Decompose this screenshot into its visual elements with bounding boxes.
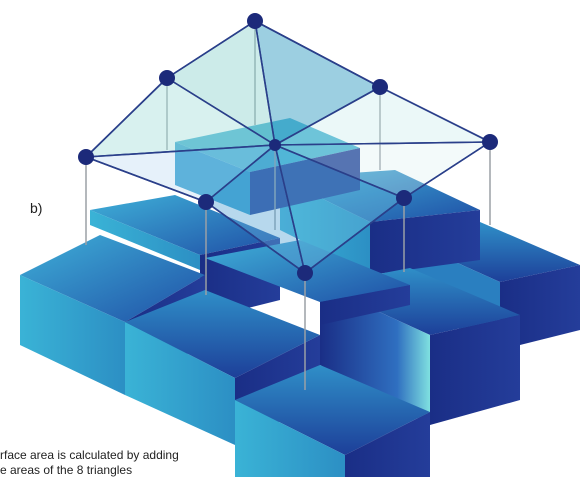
vertex-stems [85, 21, 491, 390]
vertex-node [198, 194, 214, 210]
vertex-node [482, 134, 498, 150]
vertex-node [78, 149, 94, 165]
vertex-node [269, 139, 281, 151]
caption-line-2: e areas of the 8 triangles [0, 463, 133, 477]
vertex-node [396, 190, 412, 206]
vertex-node [247, 13, 263, 29]
caption-line-1: rface area is calculated by adding [0, 448, 179, 462]
vertex-node [297, 265, 313, 281]
vertex-node [159, 70, 175, 86]
vertex-node [372, 79, 388, 95]
terrain-block-front-right [235, 365, 430, 477]
caption: rface area is calculated by adding e are… [0, 448, 300, 477]
panel-label: b) [30, 200, 43, 216]
mesh-vertices [78, 13, 498, 281]
triangle-mesh [85, 20, 491, 274]
